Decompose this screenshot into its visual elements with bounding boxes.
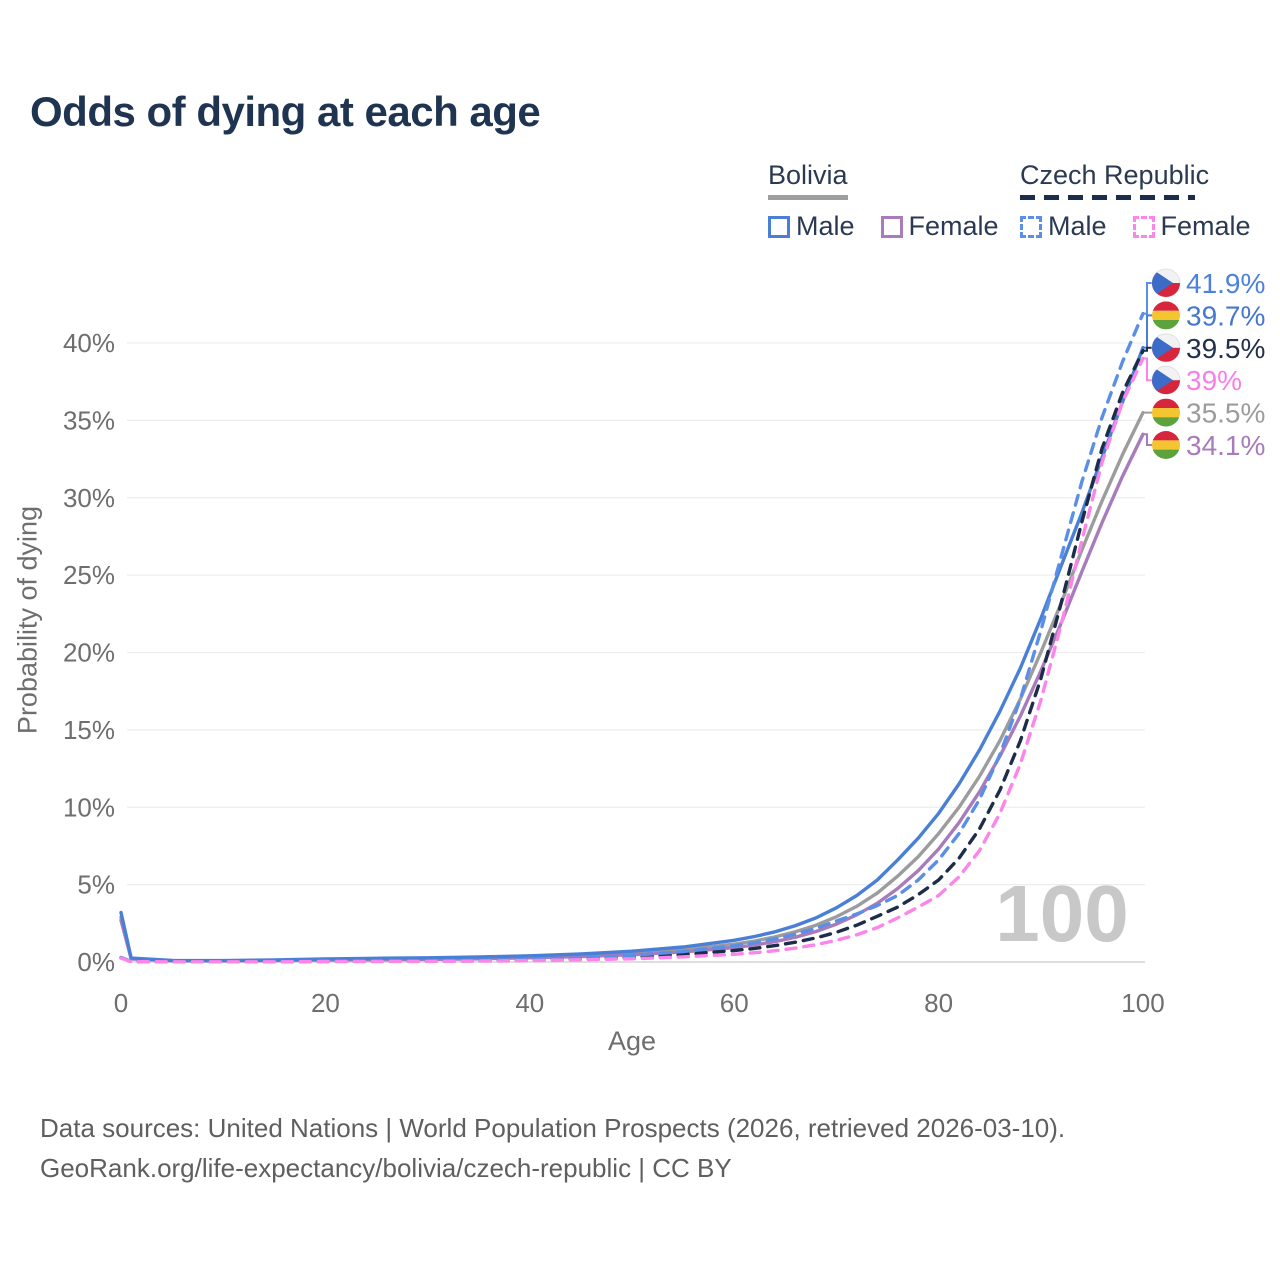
swatch-bolivia-male (768, 215, 790, 238)
legend-linestyle-solid-sample (768, 195, 848, 200)
series-line-bolivia-both-sexes[interactable] (119, 410, 1145, 963)
swatch-czech-female (1132, 215, 1155, 238)
legend-group-czech-republic: Czech Republic Male Female (1020, 160, 1251, 242)
end-label-value-czech-republic-both-sexes: 39.5% (1186, 333, 1265, 364)
y-tick-10: 10% (63, 792, 115, 822)
footer-data-sources: Data sources: United Nations | World Pop… (40, 1113, 1066, 1143)
legend-country-czech-republic[interactable]: Czech Republic (1020, 160, 1210, 190)
end-label-leader-czech-republic-female (1143, 357, 1152, 382)
flag-icon-czech (1151, 365, 1181, 395)
y-tick-0: 0% (77, 947, 115, 977)
flag-icon-bolivia (1152, 398, 1180, 427)
legend-label-bolivia-female: Female (908, 211, 999, 241)
series-line-czech-republic-female[interactable] (119, 356, 1145, 964)
legend-label-bolivia-male: Male (796, 211, 855, 241)
legend-label-czech-female: Female (1160, 211, 1251, 241)
x-tick-80: 80 (924, 988, 953, 1018)
swatch-czech-male (1020, 215, 1042, 238)
legend-item-bolivia-female[interactable]: Female (880, 211, 999, 242)
series-line-bolivia-male[interactable] (119, 345, 1145, 963)
y-tick-25: 25% (63, 560, 115, 590)
legend-item-czech-female[interactable]: Female (1132, 211, 1251, 242)
y-tick-20: 20% (63, 638, 115, 668)
footer-attribution[interactable]: GeoRank.org/life-expectancy/bolivia/czec… (40, 1153, 732, 1184)
x-axis-label: Age (607, 1026, 657, 1056)
end-label-leader-bolivia-male (1143, 314, 1152, 349)
chart-title: Odds of dying at each age (30, 88, 541, 135)
swatch-bolivia-female (880, 215, 903, 238)
end-label-value-bolivia-male: 39.7% (1186, 300, 1265, 331)
end-label-value-czech-republic-male: 41.9% (1186, 268, 1265, 299)
end-label-value-bolivia-both-sexes: 35.5% (1186, 398, 1265, 429)
legend-group-bolivia: Bolivia Male Female (768, 160, 999, 242)
flag-icon-bolivia (1152, 431, 1180, 459)
x-tick-20: 20 (311, 988, 340, 1018)
y-tick-30: 30% (63, 483, 115, 513)
hover-age-watermark: 100 (995, 869, 1128, 958)
footer: Data sources: United Nations | World Pop… (40, 1108, 1065, 1189)
legend-linestyle-dashed-sample (1020, 195, 1195, 200)
series-line-czech-republic-both-sexes[interactable] (119, 349, 1145, 964)
legend-item-czech-male[interactable]: Male (1020, 211, 1107, 242)
y-tick-15: 15% (63, 715, 115, 745)
end-label-value-czech-republic-female: 39% (1186, 365, 1242, 396)
x-tick-40: 40 (515, 988, 544, 1018)
flag-icon-czech (1151, 268, 1181, 298)
legend-item-bolivia-male[interactable]: Male (768, 211, 855, 242)
series-line-bolivia-female[interactable] (119, 432, 1145, 963)
y-tick-40: 40% (63, 328, 115, 358)
y-tick-35: 35% (63, 405, 115, 435)
end-label-leader-czech-republic-male (1143, 282, 1152, 315)
y-tick-5: 5% (77, 870, 115, 900)
end-label-leader-bolivia-female (1143, 433, 1152, 446)
flag-icon-czech (1151, 333, 1181, 363)
series-line-czech-republic-male[interactable] (119, 311, 1145, 964)
end-label-leader-czech-republic-both-sexes (1143, 346, 1152, 352)
legend-label-czech-male: Male (1048, 211, 1107, 241)
flag-icon-bolivia (1152, 301, 1180, 330)
x-tick-0: 0 (114, 988, 128, 1018)
x-tick-100: 100 (1121, 988, 1164, 1018)
legend-country-bolivia[interactable]: Bolivia (768, 160, 848, 190)
x-tick-60: 60 (720, 988, 749, 1018)
end-label-value-bolivia-female: 34.1% (1186, 430, 1265, 461)
